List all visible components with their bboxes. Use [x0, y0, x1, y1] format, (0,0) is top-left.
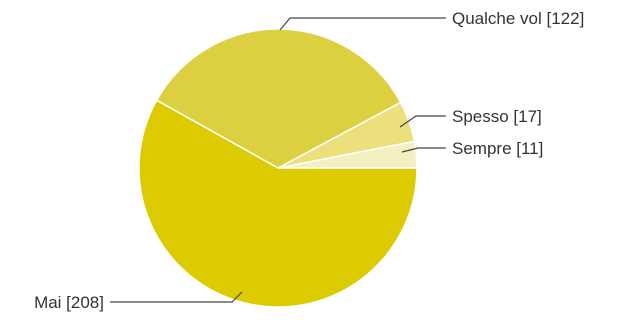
pie-labels: Sempre [11] Spesso [17] Qualche vol [122… — [34, 9, 584, 312]
slice-label-sempre: Sempre [11] — [452, 139, 543, 158]
slice-label-spesso: Spesso [17] — [452, 107, 542, 126]
slice-label-mai: Mai [208] — [34, 293, 104, 312]
slice-label-qualche-vol: Qualche vol [122] — [452, 9, 584, 28]
leader-line-spesso — [399, 115, 446, 128]
leader-line-qualche-vol — [279, 17, 446, 31]
pie-slices — [138, 28, 418, 308]
pie-slice-mai — [138, 99, 418, 308]
pie-slice-qualche-vol — [155, 28, 402, 169]
leader-line-sempre — [401, 147, 446, 153]
leader-line-mai — [110, 291, 243, 303]
